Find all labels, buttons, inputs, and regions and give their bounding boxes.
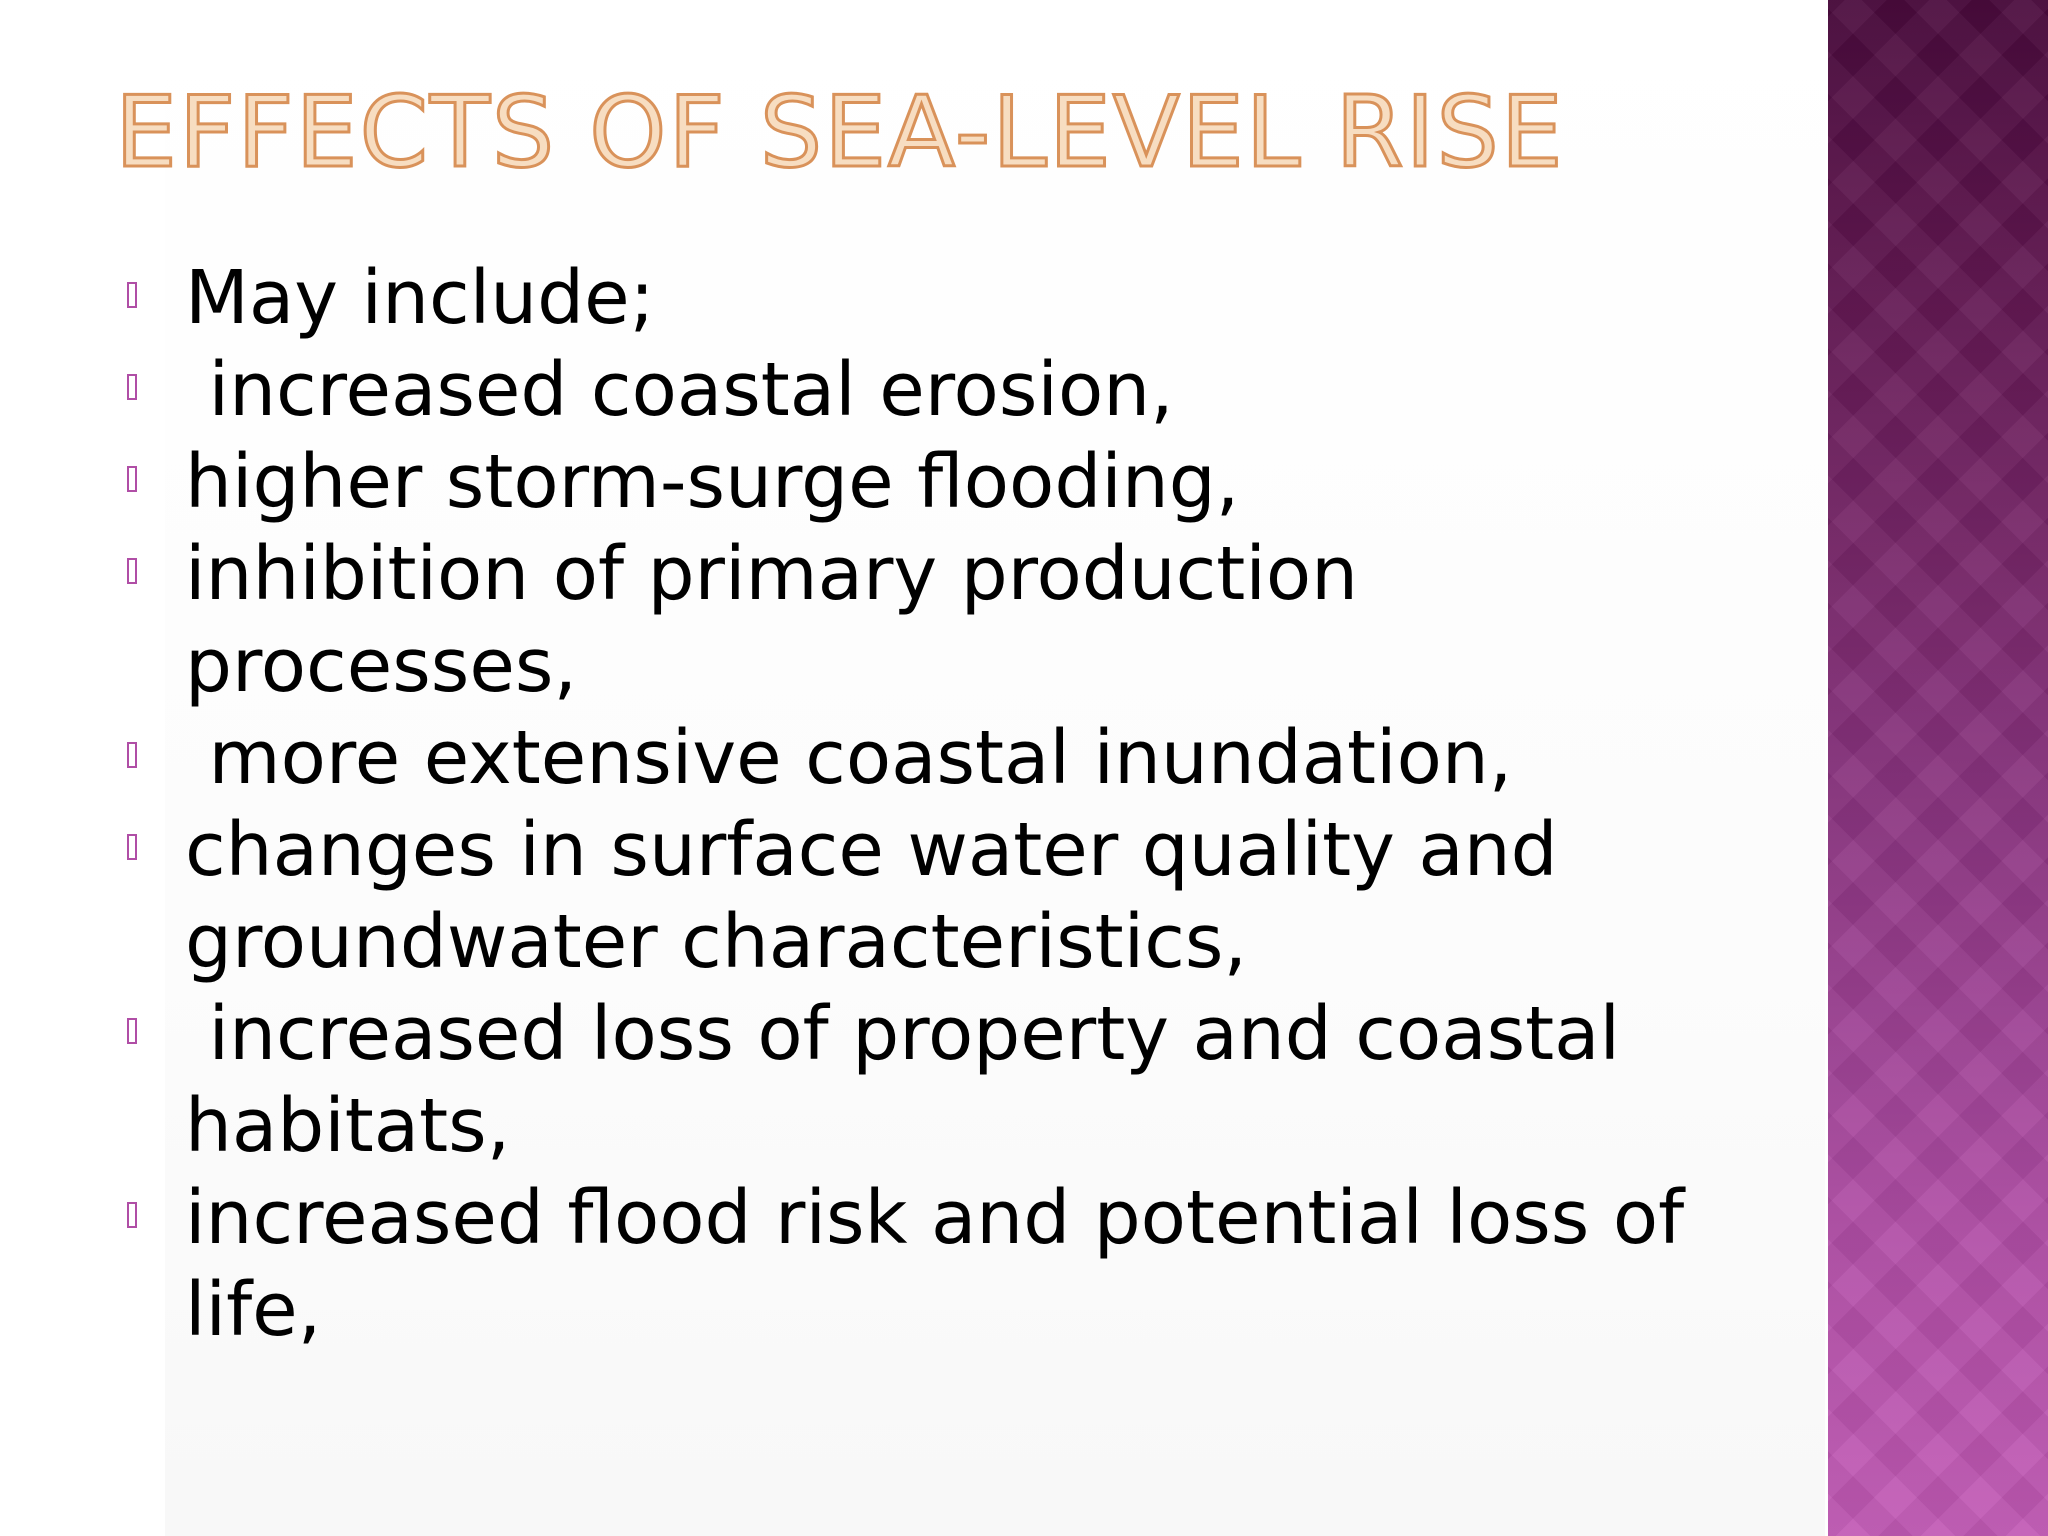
bullet-text: increased coastal erosion, [185,347,1174,433]
bullet-marker-icon [127,1202,137,1228]
bullet-marker-icon [127,834,137,860]
slide-title: EFFECTS OF SEA-LEVEL RISE [114,76,1565,190]
bullet-item: increased loss of property and coastal h… [125,988,1685,1172]
bullet-item: more extensive coastal inundation, [125,712,1685,804]
bullet-text: May include; [185,255,655,341]
bullet-item: changes in surface water quality and gro… [125,804,1685,988]
bullet-text: increased flood risk and potential loss … [185,1175,1708,1353]
bullet-text: higher storm-surge flooding, [185,439,1240,525]
bullet-text: increased loss of property and coastal h… [185,991,1644,1169]
bullet-text: inhibition of primary production process… [185,531,1382,709]
bullet-marker-icon [127,374,137,400]
bullet-text: changes in surface water quality and gro… [185,807,1582,985]
bullet-item: higher storm-surge flooding, [125,436,1685,528]
bullet-marker-icon [127,742,137,768]
content-panel [165,0,1825,1536]
bullet-marker-icon [127,466,137,492]
bullet-marker-icon [127,558,137,584]
bullet-list: May include; increased coastal erosion, … [125,252,1685,1356]
bullet-marker-icon [127,1018,137,1044]
bullet-item: increased flood risk and potential loss … [125,1172,1685,1356]
bullet-marker-icon [127,282,137,308]
bullet-item: May include; [125,252,1685,344]
decorative-sidebar [1828,0,2048,1536]
bullet-text: more extensive coastal inundation, [185,715,1513,801]
bullet-item: increased coastal erosion, [125,344,1685,436]
bullet-item: inhibition of primary production process… [125,528,1685,712]
